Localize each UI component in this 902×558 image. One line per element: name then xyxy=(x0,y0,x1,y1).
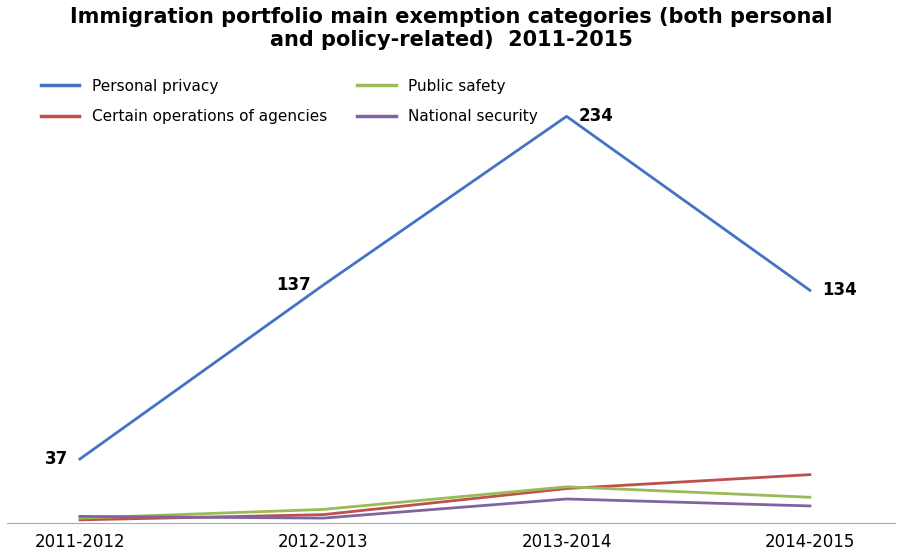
Text: 234: 234 xyxy=(579,107,613,126)
Text: 37: 37 xyxy=(44,450,68,468)
Text: 137: 137 xyxy=(276,276,311,294)
Text: 134: 134 xyxy=(822,281,857,299)
Title: Immigration portfolio main exemption categories (both personal
and policy-relate: Immigration portfolio main exemption cat… xyxy=(69,7,833,50)
Legend: Personal privacy, Certain operations of agencies, Public safety, National securi: Personal privacy, Certain operations of … xyxy=(41,79,538,124)
